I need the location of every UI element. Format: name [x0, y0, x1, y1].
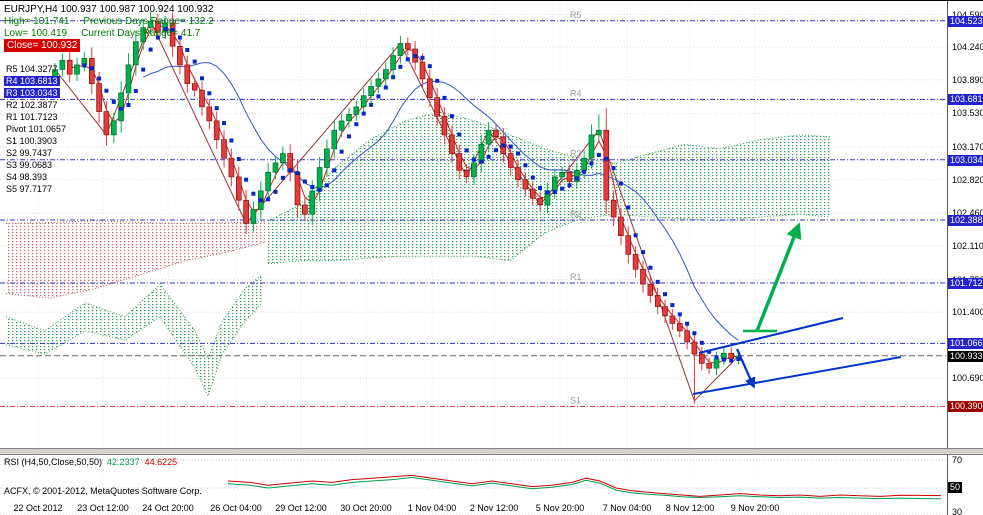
price-chart-canvas[interactable]: R5 R4 R3 R2 R1 S1 [0, 1, 946, 448]
rsi-name: RSI (H4,50,Close,50,50) [4, 457, 103, 467]
copyright-text: ACFX, © 2001-2012, MetaQuotes Software C… [4, 486, 202, 496]
pivot-label-row: R5 104.3277 [6, 64, 58, 74]
panel-splitter[interactable] [0, 448, 983, 455]
price-axis-label: 101.066 [948, 338, 983, 349]
high-label: High= 101.741 [4, 16, 70, 27]
pivot-label-row: S4 98.393 [6, 172, 48, 182]
ma-squares-layer [82, 27, 741, 363]
pivot-label-row: Pivot 101.0657 [6, 124, 67, 134]
green-up-arrow [755, 222, 802, 332]
rsi-axis-label: 50 [948, 482, 963, 493]
low-label: Low= 100.419 [4, 28, 68, 39]
pivot-label-row: R2 102.3877 [6, 100, 58, 110]
trend-annotations-layer[interactable] [692, 222, 902, 395]
level-labels-layer: R5 R4 R3 R2 R1 S1 [570, 10, 582, 406]
level-letter-label: R5 [570, 10, 582, 20]
trendline-upper [698, 317, 844, 354]
rsi-value-2: 44.6225 [144, 457, 178, 467]
pivot-label-row: R3 103.0343 [4, 88, 60, 98]
pivot-label-row: S5 97.7177 [6, 184, 53, 194]
rsi-red-line [227, 474, 942, 497]
rsi-axis-label: 70 [952, 455, 963, 465]
rsi-indicator-label: RSI (H4,50,Close,50,50) 42.2337 44.6225 [4, 457, 177, 467]
price-axis-label: 101.712 [948, 278, 983, 289]
price-axis-label: 103.034 [948, 155, 983, 166]
price-axis-label: 101.400 [952, 307, 983, 317]
prev-range-label: Previous Days Range= 132.2 [83, 16, 214, 27]
price-axis-label: 102.460 [952, 208, 983, 218]
level-letter-label: S1 [570, 395, 581, 405]
price-axis[interactable]: 104.590 104.523 104.240 103.890 103.681 103.5… [947, 1, 983, 515]
ichimoku-cloud-layer [5, 111, 831, 398]
pivot-label-row: S3 99.0683 [6, 160, 53, 170]
price-axis-label: 103.681 [948, 94, 983, 105]
price-axis-label: 102.110 [952, 241, 983, 251]
price-axis-label: 102.820 [952, 175, 983, 185]
price-axis-label: 104.240 [952, 42, 983, 52]
pivot-label-row: S2 99.7437 [6, 148, 53, 158]
price-axis-label: 102.388 [948, 215, 983, 226]
day-high-line: High= 101.741 Previous Days Range= 132.2 [4, 16, 228, 27]
price-axis-label: 103.530 [952, 108, 983, 118]
price-axis-label: 103.890 [952, 75, 983, 85]
price-axis-label: 100.933 [948, 351, 983, 362]
trendline-lower [692, 356, 902, 395]
price-axis-label: 103.170 [952, 142, 983, 152]
rsi-value-1: 42.2337 [107, 457, 140, 467]
price-axis-label: 100.390 [948, 401, 983, 412]
grid-layer [0, 1, 946, 448]
price-axis-label: 100.690 [952, 373, 983, 383]
curr-range-label: Current Days Range= 41.7 [81, 28, 201, 39]
pivot-levels-panel: R5 104.3277 R4 103.6813 R3 103.0343 R2 102.… [4, 63, 68, 195]
rsi-chart-canvas[interactable] [0, 455, 946, 515]
price-axis-label: 104.523 [948, 16, 983, 27]
pivot-label-row: R1 101.7123 [6, 112, 58, 122]
level-letter-label: R2 [570, 209, 582, 219]
level-letter-label: R1 [570, 272, 582, 282]
day-low-line: Low= 100.419 Current Days Range= 41.7 [4, 28, 214, 39]
pivot-label-row: S1 100.3903 [6, 136, 58, 146]
price-axis-label: 104.590 [952, 10, 983, 20]
blue-down-arrow [735, 348, 756, 389]
pivot-label-row: R4 103.6813 [4, 76, 60, 86]
rsi-axis-label: 30 [952, 507, 963, 515]
level-letter-label: R3 [570, 149, 582, 159]
rsi-green-line [227, 476, 942, 500]
symbol-ohlc-line: EURJPY,H4 100.937 100.987 100.924 100.93… [4, 4, 214, 15]
close-badge: Close= 100.932 [4, 39, 81, 52]
level-letter-label: R4 [570, 88, 582, 98]
